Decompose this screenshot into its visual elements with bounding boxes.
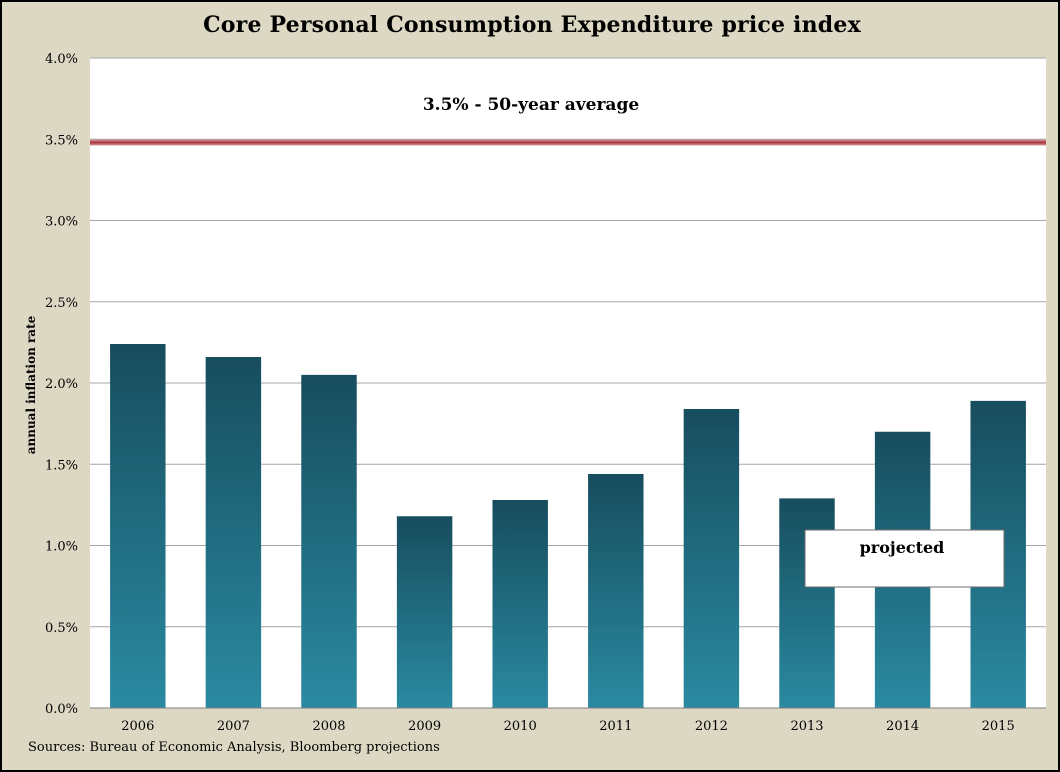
bars	[110, 344, 1026, 708]
bar-2012	[683, 409, 740, 708]
x-tick-label: 2012	[695, 719, 728, 734]
y-tick-label: 1.0%	[45, 540, 78, 555]
bar-2008	[301, 374, 357, 708]
reference-line	[90, 139, 1046, 146]
x-tick-label: 2011	[599, 719, 632, 734]
x-axis-ticks: 2006 2007 2008 2009 2010 2011 2012 2013 2014 2015	[121, 719, 1014, 734]
bar-2007	[205, 357, 262, 708]
projected-annotation-box	[804, 529, 1005, 588]
annotation-group: projected	[804, 529, 1005, 588]
bar-2011	[588, 474, 644, 708]
x-tick-label: 2013	[790, 719, 823, 734]
y-tick-label: 2.0%	[45, 377, 78, 392]
projected-annotation-label: projected	[860, 538, 945, 557]
x-tick-label: 2010	[504, 719, 537, 734]
y-tick-label: 0.0%	[45, 702, 78, 717]
x-tick-label: 2014	[886, 719, 919, 734]
bar-2006	[110, 344, 166, 708]
y-tick-label: 4.0%	[45, 52, 78, 67]
x-tick-label: 2009	[408, 719, 441, 734]
chart-title: Core Personal Consumption Expenditure pr…	[203, 12, 861, 38]
x-tick-label: 2008	[312, 719, 345, 734]
y-tick-label: 2.5%	[45, 296, 78, 311]
y-axis-title: annual inflation rate	[24, 315, 38, 454]
bar-2010	[492, 500, 548, 708]
y-tick-label: 3.5%	[45, 133, 78, 148]
gridlines	[90, 57, 1046, 628]
x-tick-label: 2015	[982, 719, 1015, 734]
reference-line-group: 3.5% - 50-year average	[90, 95, 1046, 146]
x-tick-label: 2007	[217, 719, 250, 734]
y-tick-label: 3.0%	[45, 215, 78, 230]
bar-2009	[396, 516, 453, 708]
y-tick-label: 1.5%	[45, 458, 78, 473]
source-note: Sources: Bureau of Economic Analysis, Bl…	[28, 740, 440, 755]
reference-line-label: 3.5% - 50-year average	[423, 95, 639, 115]
y-tick-label: 0.5%	[45, 621, 78, 636]
y-axis-ticks: 0.0% 0.5% 1.0% 1.5% 2.0% 2.5% 3.0% 3.5% 4.0%	[45, 52, 78, 717]
x-tick-label: 2006	[121, 719, 154, 734]
